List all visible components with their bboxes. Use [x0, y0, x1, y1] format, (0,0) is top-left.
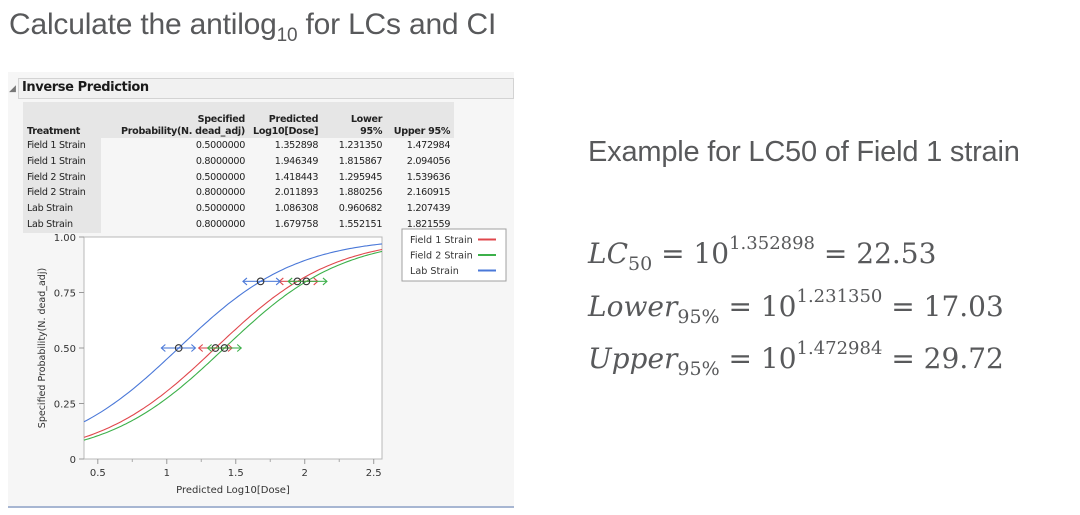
y-tick-label: 0 [70, 455, 76, 466]
curve-lab-strain [83, 243, 383, 423]
value-cell: 1.086308 [249, 201, 323, 217]
inverse-prediction-chart: 0.5 1 1.5 2 2.5 0 0.25 0.50 0.75 1.00 Predicted L… [37, 228, 507, 496]
treatment-cell: Field 1 Strain [23, 153, 101, 170]
value-cell: 2.011893 [249, 185, 323, 202]
inverse-prediction-header[interactable]: ◢ Inverse Prediction [9, 78, 514, 99]
value-cell: 1.552151 [322, 216, 387, 233]
treatment-cell: Field 2 Strain [23, 169, 101, 186]
table-row: Lab Strain 0.8000000 1.679758 1.552151 1.821… [23, 216, 455, 233]
value-cell: 1.352898 [249, 138, 323, 154]
treatment-cell: Field 1 Strain [23, 138, 101, 154]
value-cell: 0.5000000 [101, 138, 249, 154]
value-cell: 1.815867 [322, 153, 387, 170]
x-tick-label: 1 [164, 468, 170, 479]
x-tick-label: 1.5 [228, 468, 244, 479]
inverse-prediction-marker [287, 277, 328, 286]
value-cell: 1.231350 [322, 138, 387, 154]
column-header: Lower 95% [322, 102, 387, 138]
y-tick-label: 0.50 [54, 344, 76, 355]
circle-marker-icon [256, 277, 265, 286]
equation-lower: Lower95% = 101.231350 = 17.03 [588, 286, 1004, 328]
value-cell: 1.946349 [249, 153, 323, 170]
curve-field-2-strain [83, 250, 383, 441]
treatment-cell: Field 2 Strain [23, 185, 101, 202]
table-row: Field 2 Strain 0.5000000 1.418443 1.295945 1… [23, 169, 455, 186]
inverse-prediction-marker [206, 344, 243, 352]
legend-label: Lab Strain [410, 266, 459, 277]
title-subscript: 10 [276, 25, 298, 46]
value-cell: 1.679758 [249, 216, 323, 233]
legend-label: Field 2 Strain [410, 251, 473, 262]
table-row: Field 1 Strain 0.5000000 1.352898 1.231350 1… [23, 138, 455, 154]
x-tick-label: 0.5 [90, 468, 106, 479]
panel-header-label: Inverse Prediction [22, 80, 149, 95]
y-tick-label: 0.75 [54, 289, 76, 300]
value-cell: 0.5000000 [101, 169, 249, 186]
circle-marker-icon [174, 344, 183, 352]
inverse-prediction-table: Treatment Specified Probability(N. dead_ad… [23, 102, 455, 233]
title-text-suffix: for LCs and CI [297, 8, 497, 41]
circle-marker-icon [220, 344, 229, 352]
example-title: Example for LC50 of Field 1 strain [588, 136, 1020, 168]
value-cell: 2.094056 [386, 153, 455, 170]
table-row: Lab Strain 0.5000000 1.086308 0.960682 1.207… [23, 201, 455, 217]
x-axis-label: Predicted Log10[Dose] [176, 485, 290, 496]
table-row: Field 1 Strain 0.8000000 1.946349 1.815867 2… [23, 153, 455, 170]
curve-field-1-strain [83, 248, 383, 438]
value-cell: 0.8000000 [101, 153, 249, 170]
column-header: Specified Probability(N. dead_adj) [101, 102, 249, 138]
y-tick-label: 0.25 [54, 400, 76, 411]
disclosure-triangle-icon[interactable]: ◢ [9, 83, 16, 93]
value-cell: 1.295945 [322, 169, 387, 186]
y-tick-label: 1.00 [54, 233, 76, 244]
value-cell: 1.880256 [322, 185, 387, 202]
x-tick-label: 2 [302, 468, 308, 479]
table-row: Field 2 Strain 0.8000000 2.011893 1.880256 2… [23, 185, 455, 202]
value-cell: 0.8000000 [101, 216, 249, 233]
column-header: Predicted Log10[Dose] [249, 102, 323, 138]
equation-lc: LC50 = 101.352898 = 22.53 [588, 233, 937, 275]
legend: Field 1 Strain Field 2 Strain Lab Strain [401, 228, 507, 282]
inverse-prediction-marker [160, 344, 197, 352]
equation-upper: Upper95% = 101.472984 = 29.72 [588, 338, 1004, 380]
legend-label: Field 1 Strain [410, 235, 473, 246]
treatment-cell: Lab Strain [23, 216, 101, 233]
value-cell: 0.5000000 [101, 201, 249, 217]
treatment-cell: Lab Strain [23, 201, 101, 217]
value-cell: 2.160915 [386, 185, 455, 202]
value-cell: 1.207439 [386, 201, 455, 217]
value-cell: 1.539636 [386, 169, 455, 186]
slide-title: Calculate the antilog10 for LCs and CI [9, 8, 496, 47]
title-text: Calculate the antilog [9, 8, 277, 41]
x-tick-label: 2.5 [366, 468, 382, 479]
column-header: Upper 95% [386, 102, 455, 138]
value-cell: 0.960682 [322, 201, 387, 217]
y-axis-label: Specified Probability(N. dead_adj) [37, 268, 48, 428]
column-header: Treatment [23, 102, 101, 138]
value-cell: 1.418443 [249, 169, 323, 186]
circle-marker-icon [302, 277, 311, 286]
value-cell: 1.472984 [386, 138, 455, 154]
inverse-prediction-marker [242, 277, 281, 286]
value-cell: 0.8000000 [101, 185, 249, 202]
